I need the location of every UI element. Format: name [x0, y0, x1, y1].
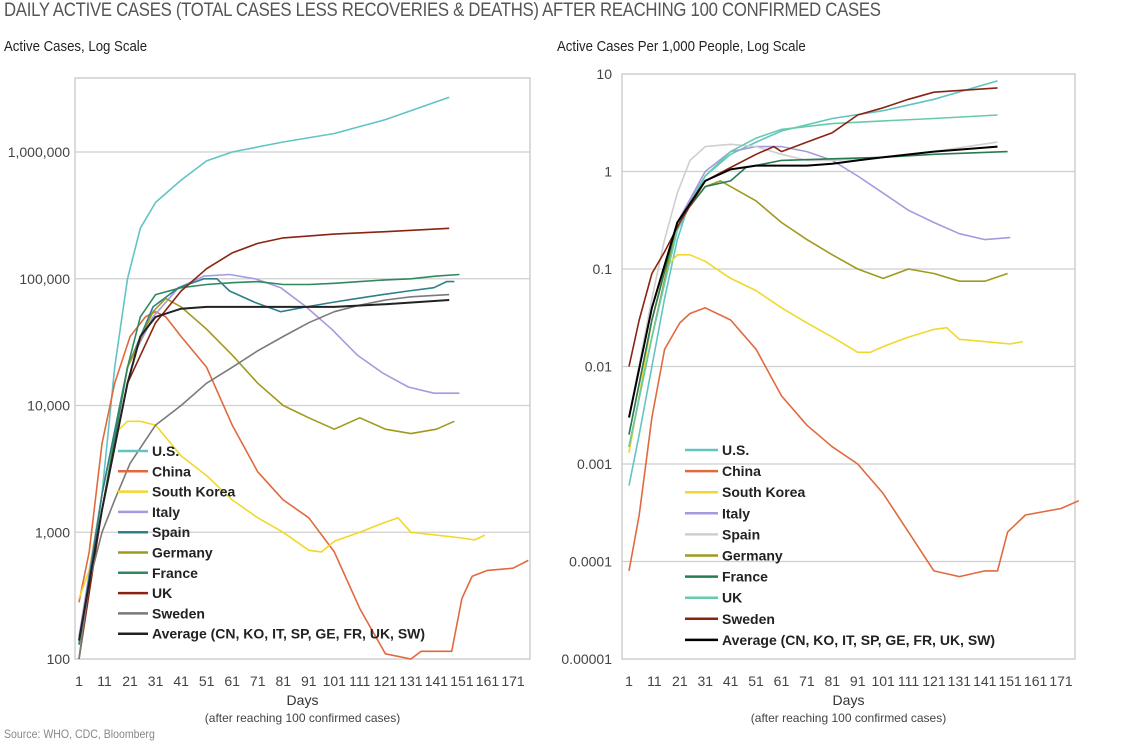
legend-label: France	[152, 565, 198, 581]
figure-title: DAILY ACTIVE CASES (TOTAL CASES LESS REC…	[4, 0, 881, 21]
x-tick-label: 161	[476, 673, 500, 689]
y-tick-label: 0.01	[585, 359, 612, 375]
legend-label: U.S.	[152, 443, 179, 459]
legend-label: Spain	[722, 526, 760, 542]
y-tick-label: 0.00001	[561, 651, 612, 667]
legend-label: China	[152, 463, 191, 479]
x-tick-label: 51	[199, 673, 215, 689]
legend-label: Germany	[722, 548, 783, 564]
legend-label: South Korea	[152, 484, 235, 500]
x-tick-label: 141	[973, 673, 997, 689]
x-tick-label: 61	[224, 673, 240, 689]
source-note: Source: WHO, CDC, Bloomberg	[4, 727, 155, 741]
right-chart-title: Active Cases Per 1,000 People, Log Scale	[557, 38, 806, 55]
x-tick-label: 21	[672, 673, 688, 689]
legend-label: South Korea	[722, 484, 805, 500]
series-line-average	[78, 299, 450, 641]
left-chart-title: Active Cases, Log Scale	[4, 38, 148, 55]
x-tick-label: 81	[825, 673, 841, 689]
x-tick-label: 171	[1049, 673, 1073, 689]
series-line-average	[628, 145, 998, 418]
x-tick-label: 51	[748, 673, 764, 689]
x-tick-label: 121	[922, 673, 946, 689]
x-tick-label: 71	[799, 673, 815, 689]
legend-label: China	[722, 463, 761, 479]
series-line-us	[78, 96, 450, 660]
y-tick-label: 10,000	[27, 398, 70, 414]
legend-label: Italy	[722, 505, 750, 521]
series-line-china	[78, 310, 529, 660]
x-tick-label: 31	[697, 673, 713, 689]
x-tick-label: 11	[97, 673, 112, 689]
x-tick-label: 71	[250, 673, 266, 689]
legend-label: Average (CN, KO, IT, SP, GE, FR, UK, SW)	[722, 632, 995, 648]
x-tick-label: 61	[774, 673, 790, 689]
legend-label: Italy	[152, 504, 180, 520]
x-tick-label: 151	[998, 673, 1022, 689]
series-line-us	[628, 80, 998, 486]
x-axis-label: Days	[833, 692, 865, 708]
x-tick-label: 101	[871, 673, 895, 689]
legend-label: Sweden	[152, 605, 205, 621]
x-tick-label: 171	[501, 673, 525, 689]
y-tick-label: 1,000	[35, 524, 70, 540]
series-line-sweden	[628, 87, 998, 367]
x-tick-label: 31	[148, 673, 164, 689]
legend-label: UK	[722, 590, 742, 606]
legend-label: U.S.	[722, 442, 749, 458]
y-tick-label: 0.001	[577, 456, 612, 472]
x-tick-label: 131	[399, 673, 423, 689]
x-tick-label: 21	[122, 673, 138, 689]
legend-label: UK	[152, 585, 172, 601]
x-axis-note: (after reaching 100 confirmed cases)	[205, 711, 400, 725]
series-line-france	[78, 273, 460, 645]
y-tick-label: 100,000	[19, 271, 70, 287]
legend-label: France	[722, 569, 768, 585]
series-line-south	[78, 420, 486, 599]
legend-label: Spain	[152, 524, 190, 540]
y-tick-label: 10	[596, 66, 612, 82]
legend-label: Germany	[152, 545, 213, 561]
series-line-south	[628, 254, 1024, 454]
x-tick-label: 1	[75, 673, 83, 689]
x-tick-label: 151	[450, 673, 474, 689]
x-tick-label: 101	[323, 673, 347, 689]
x-tick-label: 11	[647, 673, 662, 689]
x-tick-label: 1	[625, 673, 633, 689]
series-line-china	[628, 306, 1080, 578]
series-line-uk	[628, 114, 998, 447]
x-tick-label: 121	[374, 673, 398, 689]
x-tick-label: 131	[948, 673, 972, 689]
y-tick-label: 1	[604, 164, 612, 180]
x-tick-label: 91	[850, 673, 866, 689]
series-line-sweden	[78, 293, 450, 660]
y-tick-label: 0.1	[593, 261, 613, 277]
legend-label: Average (CN, KO, IT, SP, GE, FR, UK, SW)	[152, 626, 425, 642]
y-tick-label: 0.0001	[569, 554, 612, 570]
y-tick-label: 100	[47, 651, 71, 667]
x-axis-note: (after reaching 100 confirmed cases)	[751, 711, 946, 725]
y-tick-label: 1,000,000	[8, 144, 70, 160]
x-axis-label: Days	[287, 692, 319, 708]
x-tick-label: 111	[898, 673, 919, 689]
x-tick-label: 91	[301, 673, 317, 689]
x-tick-label: 81	[275, 673, 291, 689]
x-tick-label: 41	[173, 673, 189, 689]
legend-label: Sweden	[722, 611, 775, 627]
x-tick-label: 161	[1024, 673, 1048, 689]
series-line-italy	[628, 145, 1011, 435]
x-tick-label: 111	[349, 673, 370, 689]
x-tick-label: 41	[723, 673, 739, 689]
x-tick-label: 141	[425, 673, 449, 689]
plot-frame	[74, 77, 531, 660]
